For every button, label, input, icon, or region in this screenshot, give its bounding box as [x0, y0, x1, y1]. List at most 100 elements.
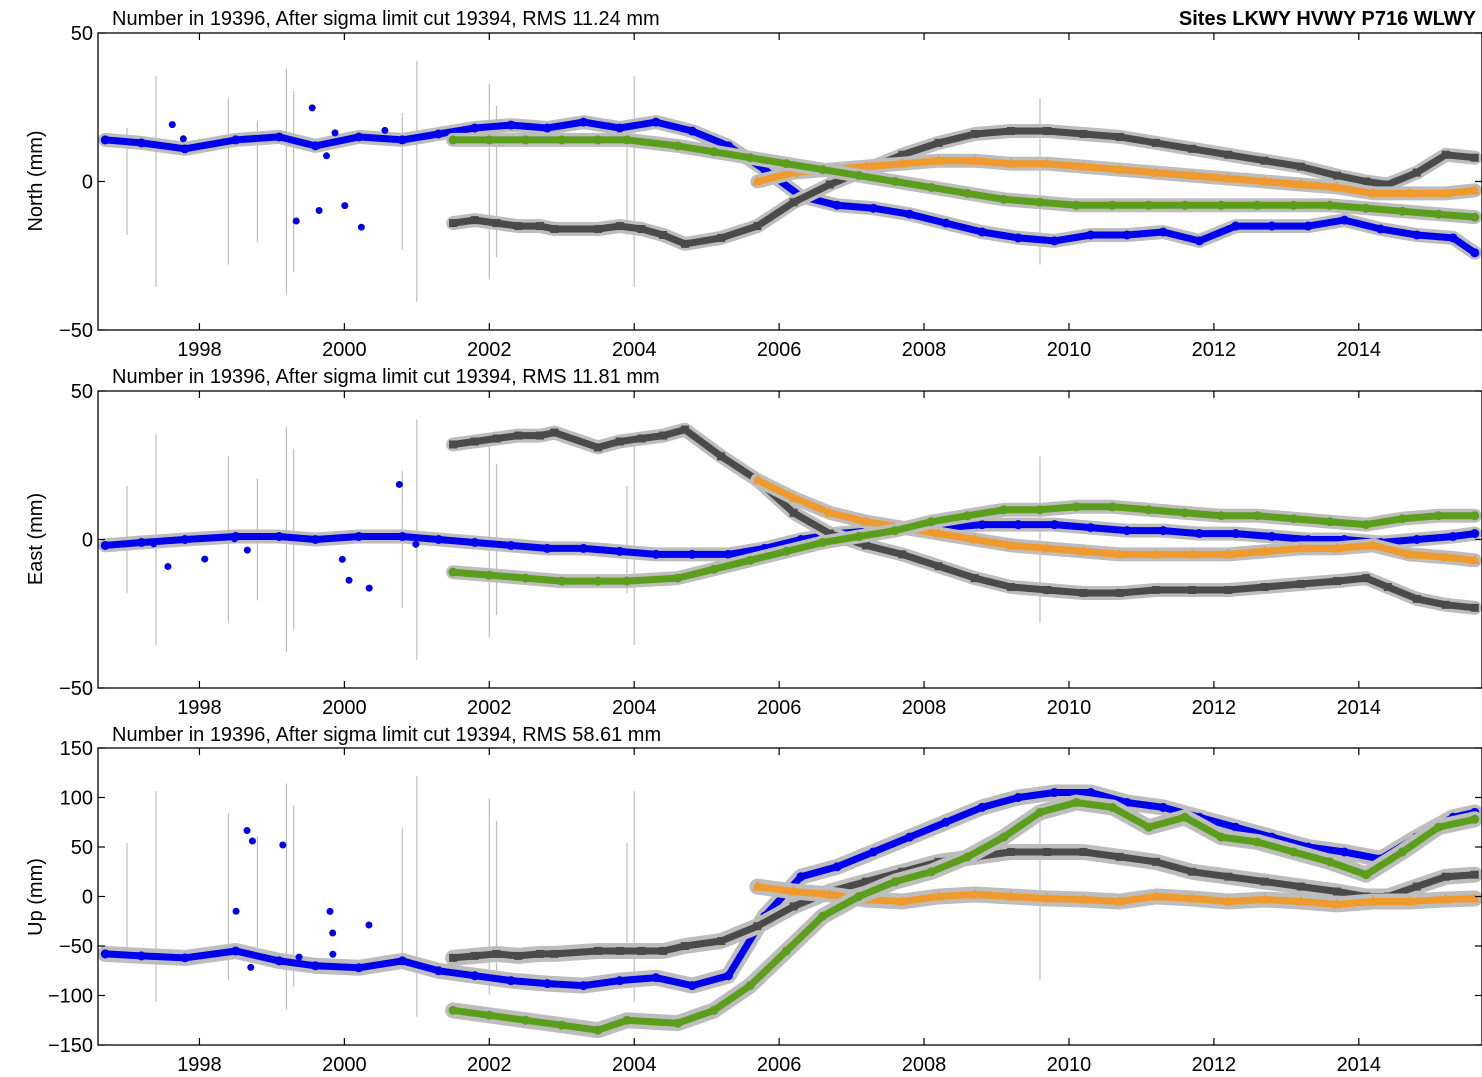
- x-tick-label: 2004: [612, 697, 657, 719]
- data-point: [1289, 514, 1299, 524]
- data-point: [1151, 138, 1160, 147]
- data-point: [687, 549, 697, 559]
- data-point: [434, 129, 444, 139]
- data-point: [1470, 153, 1479, 162]
- data-point: [941, 817, 951, 827]
- data-point: [1333, 171, 1342, 180]
- panel-title: Number in 19396, After sigma limit cut 1…: [112, 366, 660, 388]
- data-point: [1295, 178, 1306, 189]
- data-point: [1260, 583, 1269, 592]
- data-point: [622, 1015, 632, 1025]
- data-point: [593, 576, 603, 586]
- data-point: [1339, 215, 1349, 225]
- data-point: [1332, 181, 1343, 192]
- data-point: [354, 132, 364, 142]
- data-point: [354, 532, 364, 542]
- data-point: [1361, 870, 1371, 880]
- x-tick-label: 2006: [757, 697, 802, 719]
- data-point: [1043, 585, 1052, 594]
- data-point: [1333, 887, 1342, 896]
- data-point: [1144, 505, 1154, 515]
- x-tick-label: 2000: [322, 697, 367, 719]
- data-point: [1107, 502, 1117, 512]
- data-point: [1404, 895, 1415, 906]
- outlier-point: [338, 555, 346, 563]
- data-point: [659, 431, 668, 440]
- data-point: [1158, 227, 1168, 237]
- plot-area: [98, 419, 1482, 660]
- data-point: [933, 890, 944, 901]
- series-trace: [449, 426, 1479, 612]
- data-point: [593, 443, 602, 452]
- data-point: [1187, 548, 1198, 559]
- data-point: [1006, 539, 1017, 550]
- data-point: [969, 533, 980, 544]
- data-point: [745, 981, 755, 991]
- data-point: [1325, 517, 1335, 527]
- data-point: [100, 135, 110, 145]
- data-point: [1150, 166, 1161, 177]
- data-point: [781, 946, 791, 956]
- data-point: [680, 425, 689, 434]
- outlier-point: [315, 206, 323, 214]
- data-point: [752, 474, 763, 485]
- x-tick-label: 1998: [177, 697, 222, 719]
- y-tick-label: −50: [59, 936, 93, 958]
- y-tick-label: −100: [48, 986, 93, 1008]
- data-point: [521, 1015, 531, 1025]
- data-point: [557, 576, 567, 586]
- error-band: [445, 794, 1482, 1039]
- data-point: [1086, 788, 1096, 798]
- outlier-point: [365, 584, 373, 592]
- data-point: [1412, 168, 1421, 177]
- data-point: [180, 144, 190, 154]
- data-point: [1042, 892, 1053, 903]
- up-panel: Number in 19396, After sigma limit cut 1…: [25, 724, 1482, 1076]
- data-point: [1151, 585, 1160, 594]
- data-point: [637, 225, 646, 234]
- data-point: [651, 549, 661, 559]
- x-tick-label: 2008: [902, 1054, 947, 1076]
- data-point: [1412, 594, 1421, 603]
- data-point: [1376, 224, 1386, 234]
- data-point: [578, 117, 588, 127]
- data-point: [354, 963, 364, 973]
- y-tick-label: 100: [60, 788, 93, 810]
- y-tick-label: 0: [82, 887, 93, 909]
- data-point: [231, 946, 241, 956]
- data-point: [941, 218, 951, 228]
- x-tick-label: 2002: [467, 697, 512, 719]
- data-point: [506, 976, 516, 986]
- data-point: [1259, 893, 1270, 904]
- data-point: [1470, 511, 1480, 521]
- data-point: [1158, 526, 1168, 536]
- data-point: [542, 123, 552, 133]
- data-point: [781, 159, 791, 169]
- data-point: [274, 132, 284, 142]
- data-point: [1296, 580, 1305, 589]
- outlier-point: [243, 827, 251, 835]
- series-trace: [101, 118, 1479, 257]
- plot-area: [98, 61, 1482, 302]
- data-point: [970, 129, 979, 138]
- data-point: [622, 576, 632, 586]
- data-point: [897, 157, 908, 168]
- outlier-point: [329, 929, 337, 937]
- x-tick-label: 2012: [1192, 339, 1237, 361]
- data-point: [723, 549, 733, 559]
- data-point: [1224, 150, 1233, 159]
- series-trace: [101, 789, 1479, 990]
- data-point: [1194, 236, 1204, 246]
- data-point: [934, 138, 943, 147]
- data-point: [999, 832, 1009, 842]
- y-tick-label: 50: [71, 837, 93, 859]
- data-point: [1144, 200, 1154, 210]
- data-point: [796, 872, 806, 882]
- data-point: [1079, 588, 1088, 597]
- x-tick-label: 2010: [1047, 339, 1092, 361]
- data-point: [536, 222, 545, 231]
- x-tick-label: 2002: [467, 339, 512, 361]
- data-point: [717, 452, 726, 461]
- data-point: [1115, 132, 1124, 141]
- data-point: [933, 154, 944, 165]
